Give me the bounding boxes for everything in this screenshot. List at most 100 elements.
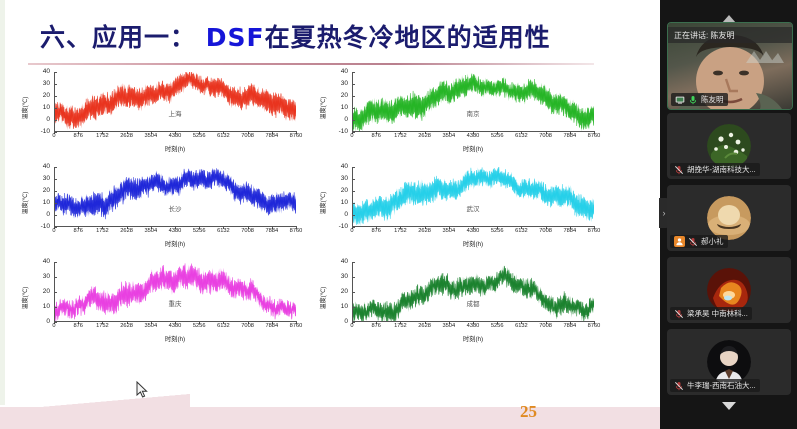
y-tick-mark (54, 307, 57, 308)
scroll-down-arrow-icon[interactable] (660, 397, 797, 415)
chart-series-name: 成都 (466, 301, 480, 308)
x-tick-label: 2628 (120, 133, 133, 139)
x-tick-mark (376, 321, 378, 324)
x-tick-mark (448, 321, 450, 324)
x-tick-label: 6132 (217, 228, 230, 234)
y-tick-mark (352, 307, 355, 308)
participant-name: 梁承昊 中南林科... (687, 309, 748, 318)
y-tick-mark (54, 191, 57, 192)
y-tick-label: 10 (340, 199, 348, 206)
x-tick-label: 8760 (587, 133, 601, 139)
collapse-sidebar-button[interactable]: › (659, 198, 669, 228)
footer-slope-decoration (30, 394, 190, 408)
y-tick-label: 20 (340, 92, 348, 99)
chart-y-ticks: 40 30 20 10 0 (30, 258, 52, 325)
y-tick-label: 20 (340, 187, 348, 194)
y-tick-label: 10 (340, 303, 348, 310)
chart-x-axis-label: 时刻(h) (164, 146, 186, 153)
x-tick-label: 876 (371, 323, 381, 329)
y-tick-mark (54, 227, 57, 228)
y-tick-mark (54, 203, 57, 204)
slide-title-area: 六、应用一： DSF在夏热冬冷地区的适用性 (0, 8, 660, 65)
chart-plot-area: 长沙 (54, 167, 297, 229)
chart-grid: 温度(℃) 40 30 20 10 0 -10 上海 0 876 1752 2628 3504 4380 5… (12, 68, 648, 370)
participant-tile[interactable]: 郝小礼 (667, 185, 791, 251)
y-tick-mark (54, 262, 57, 263)
x-tick-label: 7884 (563, 133, 577, 139)
y-tick-mark (352, 203, 355, 204)
x-tick-mark (521, 226, 523, 229)
footer-band (0, 407, 660, 429)
x-tick-mark (497, 321, 499, 324)
x-tick-label: 876 (371, 133, 381, 139)
participant-name: 牛李瑞-西南石油大... (687, 381, 756, 390)
y-tick-label: 0 (344, 116, 348, 123)
participant-tile[interactable]: 梁承昊 中南林科... (667, 257, 791, 323)
chart-x-ticks: 0 876 1752 2628 3504 4380 5256 6132 7008 7884 8760 (52, 133, 302, 143)
scroll-up-arrow-icon[interactable] (660, 10, 797, 28)
y-tick-mark (54, 277, 57, 278)
y-tick-mark (352, 292, 355, 293)
y-tick-label: 0 (344, 211, 348, 218)
participant-tile[interactable]: 胡挽华-湖南科技大... (667, 113, 791, 179)
x-tick-mark (126, 226, 128, 229)
x-tick-mark (175, 131, 176, 134)
avatar-image (707, 268, 751, 312)
chart-plot-area: 重庆 (54, 262, 297, 324)
y-tick-label: 40 (340, 163, 348, 170)
participant-tile[interactable]: 正在讲话: 陈友明 陈友明 (667, 22, 793, 110)
x-tick-label: 5256 (192, 323, 206, 329)
x-tick-mark (400, 226, 402, 229)
x-tick-label: 4380 (466, 323, 480, 329)
x-tick-mark (78, 131, 80, 134)
x-tick-mark (102, 131, 104, 134)
x-tick-mark (271, 321, 273, 324)
y-tick-mark (352, 227, 355, 228)
chart-x-axis-label: 时刻(h) (164, 241, 186, 248)
x-tick-label: 5256 (192, 228, 206, 234)
x-tick-label: 0 (350, 133, 354, 139)
microphone-on-icon (689, 95, 697, 104)
participant-video-sidebar[interactable]: › 正在讲话: 陈友明 陈友明胡挽华-湖南科技大... 郝小礼梁承昊 中南林科...… (659, 0, 797, 429)
y-tick-mark (352, 262, 355, 263)
chart-y-axis-label: 温度(℃) (23, 96, 29, 120)
y-tick-mark (352, 72, 355, 73)
x-tick-mark (247, 131, 249, 134)
y-tick-label: 30 (42, 80, 50, 87)
y-tick-mark (352, 96, 355, 97)
chart-series-name: 上海 (168, 111, 182, 118)
y-tick-mark (54, 84, 57, 85)
x-tick-mark (594, 131, 595, 134)
y-tick-mark (352, 120, 355, 121)
x-tick-mark (521, 131, 523, 134)
x-tick-mark (569, 131, 571, 134)
y-tick-label: -10 (338, 223, 348, 230)
x-tick-label: 2628 (418, 228, 431, 234)
participant-tile[interactable]: 牛李瑞-西南石油大... (667, 329, 791, 395)
chart-plot-area: 武汉 (352, 167, 595, 229)
participant-name: 郝小礼 (701, 237, 724, 246)
participant-name-bar: 胡挽华-湖南科技大... (670, 163, 760, 176)
x-tick-label: 1752 (394, 133, 407, 139)
x-tick-label: 1752 (96, 323, 109, 329)
title-underline-rule (28, 63, 594, 65)
shared-slide[interactable]: 六、应用一： DSF在夏热冬冷地区的适用性 温度(℃) 40 30 20 10 0 -10 上… (0, 0, 660, 429)
x-tick-label: 6132 (515, 228, 528, 234)
chart-x-ticks: 0 876 1752 2628 3504 4380 5256 6132 7008 7884 8760 (52, 228, 302, 238)
x-tick-mark (497, 131, 499, 134)
y-tick-mark (352, 84, 355, 85)
avatar-image (707, 340, 751, 384)
x-tick-label: 8760 (587, 323, 601, 329)
x-tick-label: 3504 (442, 133, 456, 139)
x-tick-label: 4380 (466, 133, 480, 139)
y-tick-label: 20 (42, 187, 50, 194)
participant-name-bar: 梁承昊 中南林科... (670, 307, 752, 320)
x-tick-label: 1752 (96, 133, 109, 139)
y-tick-label: -10 (40, 223, 50, 230)
chart-y-axis-label: 温度(℃) (321, 191, 327, 215)
x-tick-mark (102, 321, 104, 324)
chart-x-ticks: 0 876 1752 2628 3504 4380 5256 6132 7008 7884 8760 (350, 228, 600, 238)
y-tick-label: 10 (42, 199, 50, 206)
x-tick-mark (175, 321, 176, 324)
x-tick-label: 7884 (563, 323, 577, 329)
